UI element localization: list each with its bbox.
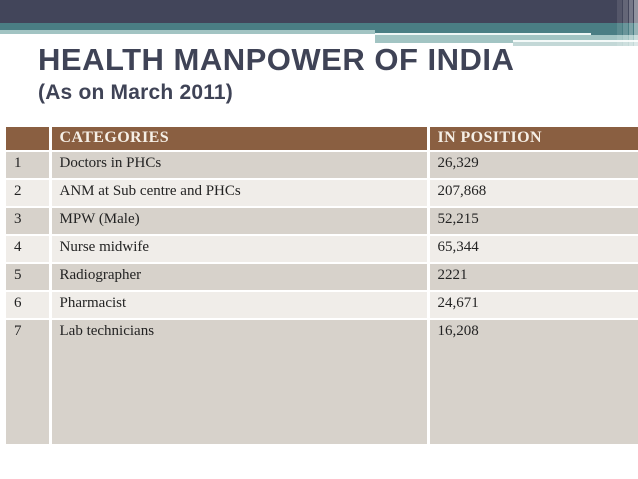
top-navy-bar <box>0 0 638 23</box>
category-cell: Pharmacist <box>50 291 430 320</box>
table-row: 4 Nurse midwife 65,344 <box>6 235 638 264</box>
right-light-teal-sliver <box>513 42 638 46</box>
row-index-cell: 2 <box>6 179 52 208</box>
corner-streak <box>634 0 638 46</box>
row-index-cell: 6 <box>6 291 52 320</box>
col-header-categories: CATEGORIES <box>50 127 430 152</box>
right-light-teal-block <box>375 35 638 43</box>
corner-streak <box>617 0 622 46</box>
table-row: 1 Doctors in PHCs 26,329 <box>6 151 638 180</box>
corner-streak <box>623 0 628 46</box>
corner-streak <box>629 0 633 46</box>
table-row: 2 ANM at Sub centre and PHCs 207,868 <box>6 179 638 208</box>
table-row: 7 Lab technicians 16,208 <box>6 319 638 446</box>
position-cell: 65,344 <box>428 235 638 264</box>
row-index-cell: 4 <box>6 235 52 264</box>
row-index-cell: 3 <box>6 207 52 236</box>
col-header-in-position: IN POSITION <box>428 127 638 152</box>
row-index-cell: 7 <box>6 319 52 446</box>
category-cell: MPW (Male) <box>50 207 430 236</box>
header-row: CATEGORIES IN POSITION <box>6 127 638 152</box>
right-white-accent-line <box>375 33 591 35</box>
position-cell: 26,329 <box>428 151 638 180</box>
slide-title: HEALTH MANPOWER OF INDIA <box>38 42 515 77</box>
right-white-accent-line-2 <box>513 40 638 42</box>
slide-subtitle: (As on March 2011) <box>38 80 233 104</box>
row-index-cell: 5 <box>6 263 52 292</box>
category-cell: Nurse midwife <box>50 235 430 264</box>
table-row: 5 Radiographer 2221 <box>6 263 638 292</box>
position-cell: 52,215 <box>428 207 638 236</box>
category-cell: Radiographer <box>50 263 430 292</box>
table-row: 6 Pharmacist 24,671 <box>6 291 638 320</box>
manpower-table: CATEGORIES IN POSITION 1 Doctors in PHCs… <box>6 127 638 446</box>
category-cell: Doctors in PHCs <box>50 151 430 180</box>
position-cell: 24,671 <box>428 291 638 320</box>
category-cell: ANM at Sub centre and PHCs <box>50 179 430 208</box>
top-teal-bar <box>0 23 638 30</box>
title-block: HEALTH MANPOWER OF INDIA (As on March 20… <box>38 42 515 105</box>
row-index-cell: 1 <box>6 151 52 180</box>
position-cell: 16,208 <box>428 319 638 446</box>
position-cell: 207,868 <box>428 179 638 208</box>
table-row: 3 MPW (Male) 52,215 <box>6 207 638 236</box>
right-teal-extension <box>375 30 638 35</box>
category-cell: Lab technicians <box>50 319 430 446</box>
col-header-index <box>6 127 52 152</box>
top-light-teal-bar <box>0 30 638 34</box>
position-cell: 2221 <box>428 263 638 292</box>
